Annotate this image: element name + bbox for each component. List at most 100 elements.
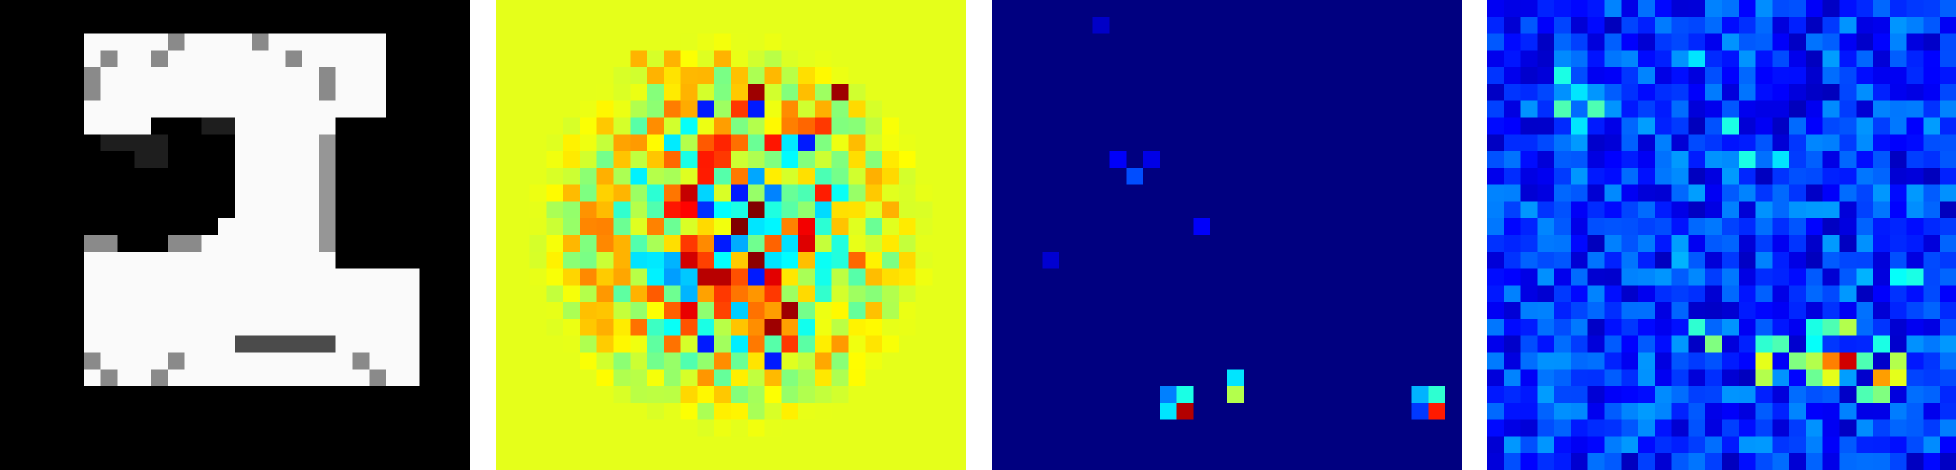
activation-cell [1176,201,1194,219]
attribution-cell [1688,16,1706,34]
activation-cell [1159,201,1177,219]
activation-cell [1143,184,1161,202]
digit-pixel [0,117,18,135]
activation-cell [1294,218,1312,236]
activation-cell [1243,16,1261,34]
attribution-cell [1570,251,1589,269]
digit-pixel [0,453,18,470]
attribution-cell [1671,33,1689,51]
attribution-cell [1705,151,1723,169]
weight-cell [814,218,833,236]
weight-cell [714,436,732,454]
activation-cell [1025,369,1043,387]
weight-cell [563,402,581,420]
digit-pixel [335,50,353,68]
digit-pixel [67,419,85,437]
attribution-cell [1923,117,1941,135]
digit-pixel [251,419,269,437]
activation-cell [1394,436,1412,454]
activation-cell [1294,285,1312,303]
weight-cell [932,285,950,303]
attribution-cell [1570,117,1589,135]
attribution-cell [1822,218,1840,236]
digit-pixel [352,201,370,219]
attribution-cell [1839,235,1857,253]
attribution-cell [1805,251,1824,269]
digit-pixel [318,453,337,470]
weight-cell [882,352,900,370]
activation-cell [1394,33,1412,51]
activation-cell [1378,151,1396,169]
attribution-cell [1755,386,1773,404]
attribution-cell [1638,100,1656,118]
attribution-cell [1856,67,1874,85]
digit-pixel [335,235,353,253]
digit-pixel [302,436,320,454]
activation-cell [1378,184,1396,202]
weight-cell [882,436,900,454]
activation-cell [1176,285,1194,303]
digit-pixel [436,151,454,169]
attribution-cell [1856,50,1874,68]
attribution-cell [1940,453,1956,470]
attribution-cell [1654,386,1672,404]
weight-cell [882,318,900,337]
digit-pixel [16,117,34,135]
activation-cell [1277,268,1295,286]
attribution-cell [1621,100,1639,118]
weight-cell [680,167,698,185]
digit-pixel [201,218,219,236]
activation-cell [1260,402,1278,420]
digit-pixel [251,285,269,303]
weight-cell [512,318,530,337]
digit-pixel [201,369,219,387]
digit-pixel [419,268,437,286]
weight-cell [630,201,648,219]
digit-pixel [419,436,437,454]
digit-pixel [151,167,169,185]
weight-cell [546,16,564,34]
weight-cell [814,117,833,135]
attribution-cell [1923,268,1941,286]
digit-pixel [16,318,34,337]
digit-pixel [16,352,34,370]
digit-pixel [151,117,169,135]
attribution-cell [1654,419,1672,437]
digit-pixel [318,369,337,387]
digit-pixel [16,218,34,236]
activation-cell [992,167,1010,185]
attribution-cell [1487,386,1505,404]
weight-cell [898,453,916,470]
activation-cell [1176,16,1194,34]
attribution-cell [1738,201,1756,219]
attribution-cell [1654,302,1672,320]
activation-cell [1008,218,1026,236]
activation-cell [1210,50,1228,68]
weight-cell [697,134,715,152]
weight-cell [848,235,866,253]
weight-cell [546,402,564,420]
activation-cell [1092,100,1110,118]
attribution-cell [1772,352,1790,370]
activation-cell [1159,386,1177,404]
digit-pixel [335,453,353,470]
weight-cell [848,167,866,185]
weight-cell [697,453,715,470]
attribution-cell [1537,184,1555,202]
weight-cell [898,335,916,353]
digit-pixel [33,386,51,404]
attribution-cell [1537,318,1555,337]
weight-cell [949,285,966,303]
activation-cell [1210,33,1228,51]
weight-cell [781,184,799,202]
digit-pixel [16,285,34,303]
weight-cell [932,335,950,353]
activation-cell [1411,50,1429,68]
weight-cell [630,167,648,185]
attribution-cell [1487,134,1505,152]
digit-pixel [117,184,135,202]
activation-cell [1092,201,1110,219]
activation-cell [1075,352,1094,370]
weight-cell [613,251,631,269]
activation-cell [1092,419,1110,437]
